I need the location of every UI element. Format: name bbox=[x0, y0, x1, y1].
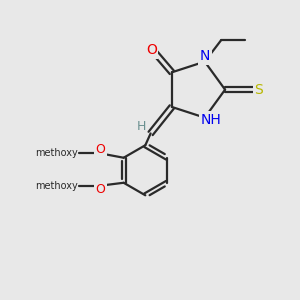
Text: O: O bbox=[95, 143, 105, 156]
Text: N: N bbox=[200, 49, 210, 63]
Text: O: O bbox=[146, 43, 157, 57]
Text: NH: NH bbox=[201, 113, 222, 127]
Text: methoxy: methoxy bbox=[35, 181, 78, 191]
Text: H: H bbox=[136, 121, 146, 134]
Text: S: S bbox=[255, 82, 263, 97]
Text: O: O bbox=[95, 183, 105, 196]
Text: methoxy: methoxy bbox=[35, 148, 78, 158]
